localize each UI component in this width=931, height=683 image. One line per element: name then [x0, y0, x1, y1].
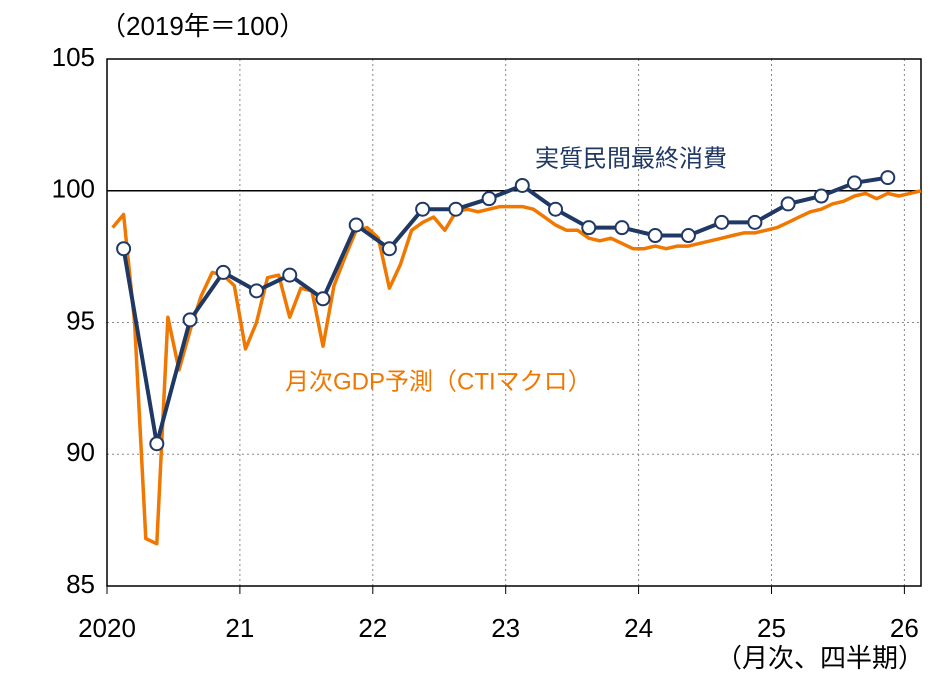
- unit-note: （2019年＝100）: [100, 11, 305, 41]
- point: [514, 177, 530, 193]
- point: [381, 241, 397, 257]
- y-tick-label: 105: [52, 42, 95, 72]
- point: [548, 201, 564, 217]
- plot-frame: [106, 58, 922, 587]
- point: [614, 220, 630, 236]
- x-tick-label: 22: [358, 613, 387, 643]
- x-tick-label: 26: [890, 613, 919, 643]
- x-tick-label: 24: [624, 613, 653, 643]
- point: [348, 217, 364, 233]
- point: [647, 228, 663, 244]
- y-tick-label: 90: [66, 437, 95, 467]
- point: [116, 241, 132, 257]
- point: [714, 214, 730, 230]
- point: [847, 175, 863, 191]
- point: [880, 170, 896, 186]
- point: [747, 214, 763, 230]
- point: [315, 291, 331, 307]
- y-tick-label: 85: [66, 569, 95, 599]
- point: [182, 312, 198, 328]
- series-label: 実質民間最終消費: [535, 145, 727, 172]
- x-tick-label: 2020: [78, 613, 136, 643]
- point: [415, 201, 431, 217]
- point: [215, 264, 231, 280]
- y-tick-label: 95: [66, 305, 95, 335]
- y-tick-label: 100: [52, 174, 95, 204]
- x-tick-label: 23: [491, 613, 520, 643]
- point: [813, 188, 829, 204]
- point: [249, 283, 265, 299]
- series-line: [111, 189, 922, 546]
- point: [282, 267, 298, 283]
- point: [149, 436, 165, 452]
- x-tick-label: 25: [757, 613, 786, 643]
- x-note: （月次、四半期）: [716, 643, 924, 673]
- point: [680, 228, 696, 244]
- series-label: 月次GDP予測（CTIマクロ）: [285, 368, 592, 395]
- point: [581, 220, 597, 236]
- point: [448, 201, 464, 217]
- point: [780, 196, 796, 212]
- point: [481, 191, 497, 207]
- x-tick-label: 21: [225, 613, 254, 643]
